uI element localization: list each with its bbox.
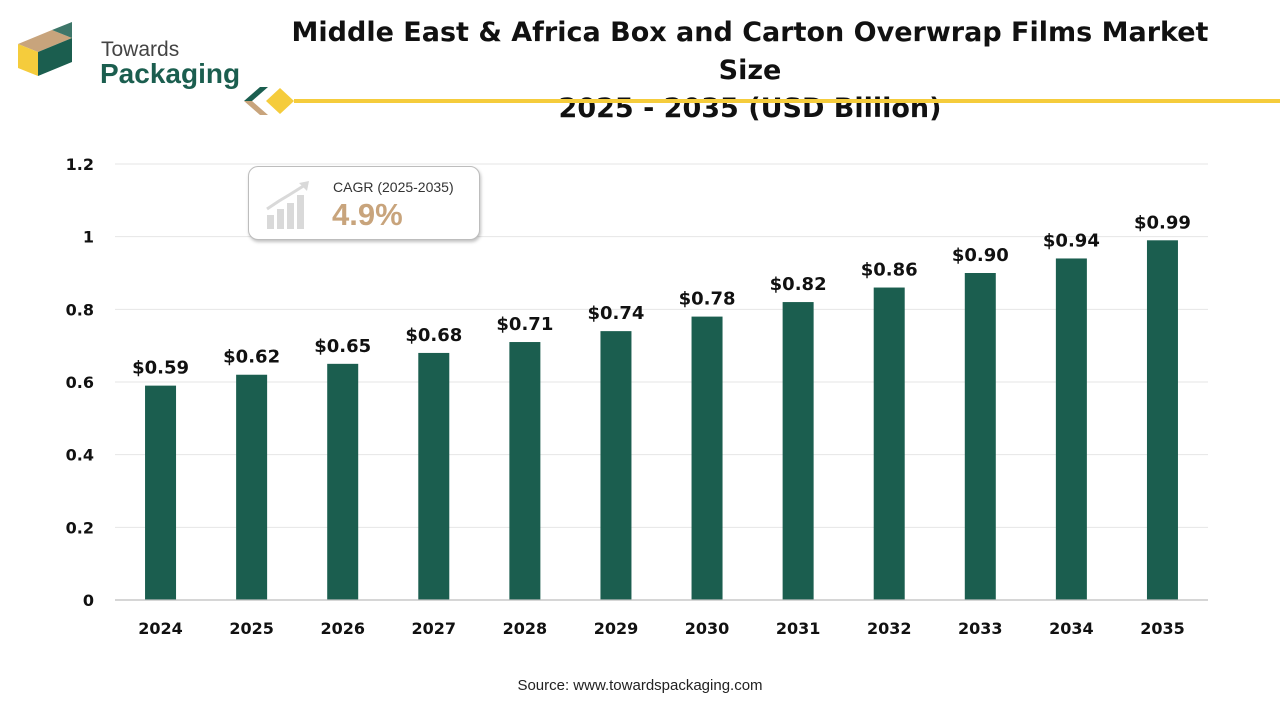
divider-diamond — [266, 88, 294, 114]
bar-2033 — [964, 273, 996, 600]
title-line-1: Middle East & Africa Box and Carton Over… — [291, 17, 1209, 86]
x-tick-label-2032: 2032 — [867, 619, 912, 638]
y-tick-label: 1.2 — [66, 155, 94, 174]
y-tick-label: 0.8 — [66, 300, 94, 319]
data-label-2033: $0.90 — [952, 245, 1009, 266]
y-tick-label: 0.4 — [66, 446, 94, 465]
x-tick-label-2031: 2031 — [776, 619, 821, 638]
x-axis-ticks: 2024 2025 2026 2027 2028 2029 2030 2031 2032 2033… — [138, 619, 1184, 638]
chart-title: Middle East & Africa Box and Carton Over… — [270, 14, 1230, 128]
bar-2026 — [327, 363, 359, 600]
divider-tan-chevron — [244, 101, 268, 115]
data-label-2025: $0.62 — [223, 347, 280, 368]
data-label-2028: $0.71 — [496, 314, 553, 335]
x-tick-label-2030: 2030 — [685, 619, 730, 638]
title-line-2: 2025 - 2035 (USD Billion) — [558, 93, 942, 124]
cagr-callout: CAGR (2025-2035) 4.9% — [248, 166, 480, 240]
x-tick-label-2034: 2034 — [1049, 619, 1094, 638]
divider-green-chevron — [244, 87, 268, 101]
x-tick-label-2024: 2024 — [138, 619, 183, 638]
y-tick-label: 0.2 — [66, 518, 94, 537]
growth-chart-icon — [266, 181, 309, 229]
bar-2027 — [418, 352, 450, 600]
x-tick-label-2026: 2026 — [320, 619, 365, 638]
cagr-value: 4.9% — [332, 197, 403, 232]
brand-name-line2: Packaging — [100, 58, 241, 89]
data-label-2034: $0.94 — [1043, 230, 1100, 251]
source-note: Source: www.towardspackaging.com — [517, 677, 763, 694]
y-tick-label: 0.6 — [66, 373, 94, 392]
bar-2034 — [1055, 258, 1087, 600]
box-logo-icon — [18, 22, 72, 76]
data-label-2029: $0.74 — [587, 303, 644, 324]
x-tick-label-2033: 2033 — [958, 619, 1003, 638]
x-tick-label-2035: 2035 — [1140, 619, 1185, 638]
header-divider — [244, 87, 1280, 115]
data-label-2026: $0.65 — [314, 336, 371, 357]
x-tick-label-2025: 2025 — [229, 619, 274, 638]
y-tick-label: 0 — [83, 591, 94, 610]
bars — [145, 240, 1178, 601]
x-tick-label-2029: 2029 — [594, 619, 639, 638]
y-axis-ticks: 0 0.2 0.4 0.6 0.8 1 1.2 — [66, 155, 94, 610]
data-label-2030: $0.78 — [679, 289, 736, 310]
bar-2024 — [145, 385, 177, 600]
data-label-2032: $0.86 — [861, 260, 918, 281]
bar-2030 — [691, 316, 723, 600]
data-label-2031: $0.82 — [770, 274, 827, 295]
bar-2025 — [236, 374, 268, 600]
bar-2035 — [1146, 240, 1178, 601]
brand-name-line1: Towards — [101, 38, 180, 61]
bar-2028 — [509, 342, 541, 600]
bar-2031 — [782, 302, 814, 600]
cagr-label: CAGR (2025-2035) — [333, 179, 454, 195]
x-tick-label-2027: 2027 — [412, 619, 457, 638]
divider-line — [294, 99, 1280, 103]
bar-2029 — [600, 331, 632, 600]
y-tick-label: 1 — [83, 228, 94, 247]
x-tick-label-2028: 2028 — [503, 619, 548, 638]
data-label-2024: $0.59 — [132, 358, 189, 379]
brand-logo: Towards Packaging — [16, 18, 240, 89]
data-labels: $0.59 $0.62 $0.65 $0.68 $0.71 $0.74 $0.78 $0.82… — [132, 212, 1191, 378]
data-label-2027: $0.68 — [405, 325, 462, 346]
data-label-2035: $0.99 — [1134, 212, 1191, 233]
bar-2032 — [873, 287, 905, 600]
